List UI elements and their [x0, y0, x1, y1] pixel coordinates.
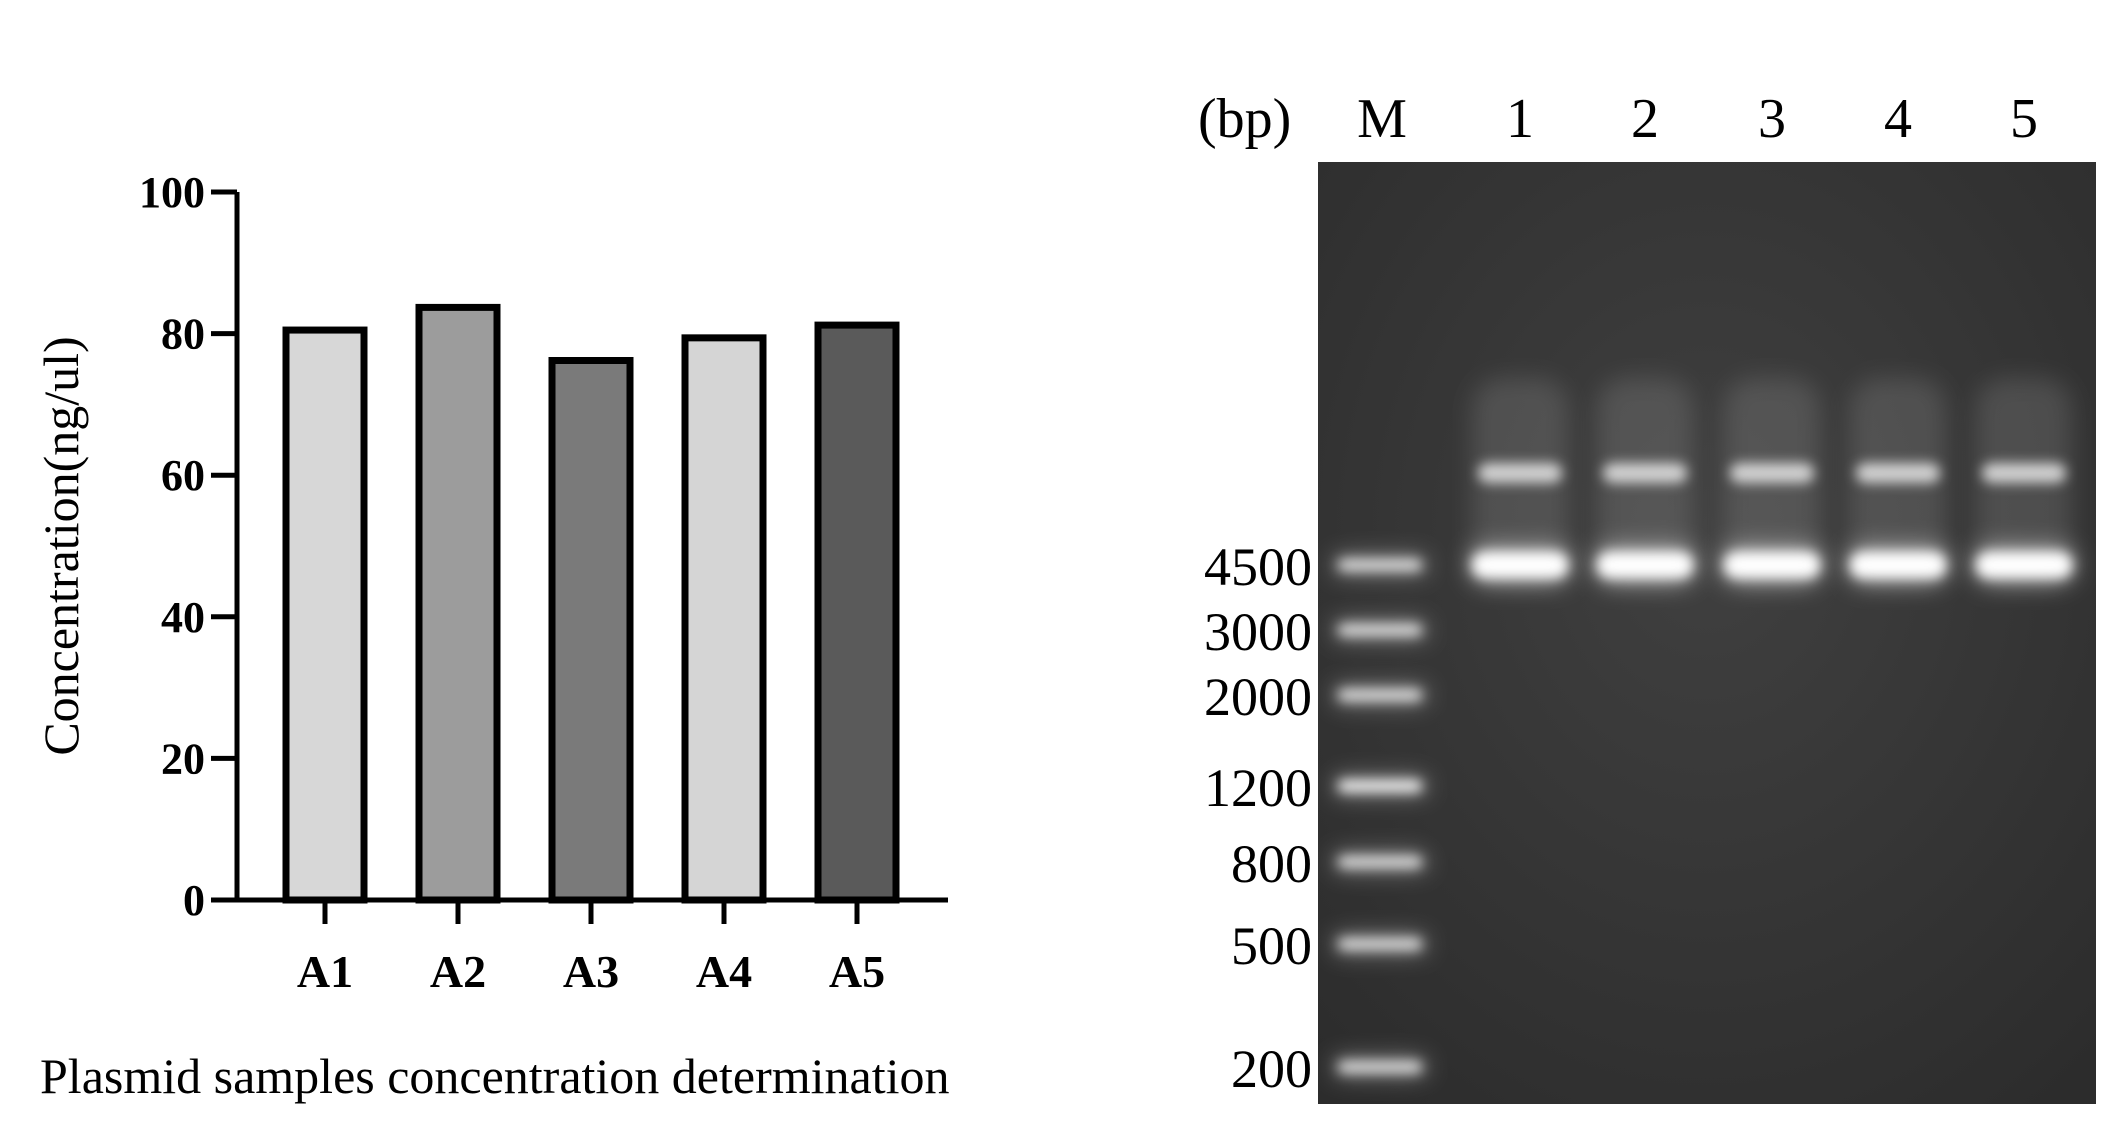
marker-label-3000: 3000 — [1204, 602, 1312, 662]
y-axis-label: Concentration(ng/ul) — [33, 336, 89, 755]
y-tick-label: 20 — [161, 734, 205, 783]
bar-A1 — [282, 326, 368, 904]
marker-bands-group — [1332, 555, 1428, 1077]
gel-unit-label: (bp) — [1198, 88, 1291, 150]
lane-label-4: 4 — [1884, 88, 1912, 150]
sample-upper-band-5 — [1982, 463, 2066, 483]
sample-upper-band-1 — [1478, 463, 1562, 483]
y-tick-label: 0 — [183, 876, 205, 925]
bar-A5 — [814, 321, 900, 904]
marker-label-200: 200 — [1231, 1039, 1312, 1099]
sample-upper-band-3 — [1730, 463, 1814, 483]
marker-label-1200: 1200 — [1204, 758, 1312, 818]
chart-caption: Plasmid samples concentration determinat… — [40, 1048, 950, 1104]
sample-main-band-4 — [1850, 552, 1946, 578]
bar-A2 — [415, 303, 501, 904]
lane-label-1: 1 — [1506, 88, 1534, 150]
y-tick-label: 100 — [139, 168, 205, 217]
marker-band-800 — [1338, 856, 1422, 868]
x-tick-label-A4: A4 — [696, 946, 752, 997]
y-tick-label: 80 — [161, 310, 205, 359]
lane-label-2: 2 — [1631, 88, 1659, 150]
bars-group — [282, 303, 900, 904]
lane-labels-group: M 1 2 3 4 5 — [1357, 88, 2038, 150]
lane-label-3: 3 — [1758, 88, 1786, 150]
marker-band-200 — [1338, 1061, 1422, 1073]
lane-label-M: M — [1357, 88, 1407, 150]
sample-main-band-1 — [1472, 552, 1568, 578]
x-tick-label-A5: A5 — [829, 946, 885, 997]
x-tick-label-A3: A3 — [563, 946, 619, 997]
sample-bands-group — [1468, 378, 2076, 585]
marker-label-2000: 2000 — [1204, 667, 1312, 727]
y-tick-label: 40 — [161, 593, 205, 642]
marker-band-2000 — [1338, 689, 1422, 701]
sample-main-band-5 — [1976, 552, 2072, 578]
bar-A4 — [681, 334, 767, 904]
marker-label-500: 500 — [1231, 916, 1312, 976]
marker-label-4500: 4500 — [1204, 537, 1312, 597]
marker-band-500 — [1338, 938, 1422, 950]
y-tick-label: 60 — [161, 451, 205, 500]
sample-main-band-3 — [1724, 552, 1820, 578]
sample-main-band-2 — [1597, 552, 1693, 578]
marker-label-800: 800 — [1231, 834, 1312, 894]
x-tick-label-A2: A2 — [430, 946, 486, 997]
bar-chart: 0 20 40 60 80 100 A1 A2 A3 A4 A5 Concentration(ng… — [33, 168, 950, 1104]
x-tick-label-A1: A1 — [297, 946, 353, 997]
sample-upper-band-2 — [1603, 463, 1687, 483]
marker-band-3000 — [1338, 624, 1422, 636]
gel-background — [1318, 162, 2096, 1104]
marker-band-1200 — [1338, 780, 1422, 792]
y-ticks-group: 0 20 40 60 80 100 — [139, 168, 237, 925]
x-tick-labels-group: A1 A2 A3 A4 A5 — [297, 900, 885, 997]
lane-label-5: 5 — [2010, 88, 2038, 150]
bar-A3 — [548, 357, 634, 904]
sample-upper-band-4 — [1856, 463, 1940, 483]
marker-band-4500 — [1338, 559, 1422, 571]
